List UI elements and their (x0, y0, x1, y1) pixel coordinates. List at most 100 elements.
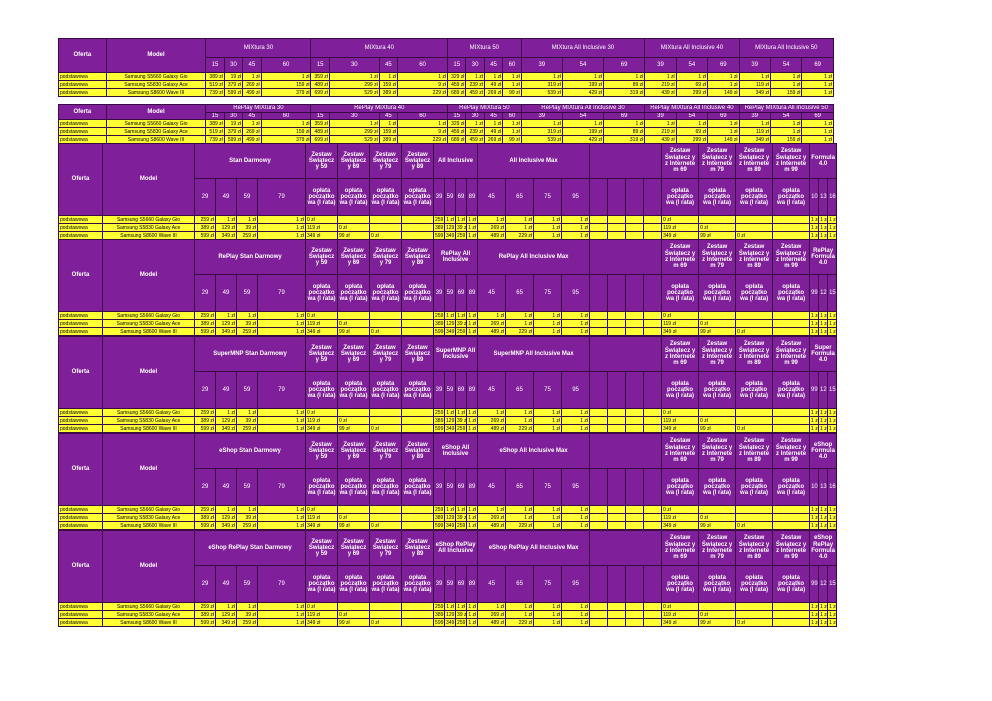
offer-header: Oferta (58, 143, 103, 216)
price-cell: 1 zł (505, 319, 535, 328)
price-cell: 99 zł (502, 88, 522, 97)
price-cell: 1 zł (801, 119, 834, 129)
price-cell: 119 zł (305, 416, 339, 425)
empty-cell (643, 424, 663, 433)
price-cell: 269 zł (242, 80, 262, 89)
formula-column-header: 169 (827, 178, 838, 216)
price-cell: 1 zł (809, 311, 820, 320)
empty-cell (643, 602, 663, 611)
formula-column-header: 129 (818, 371, 829, 409)
formula-column-header: 99 (809, 371, 820, 409)
price-cell: 119 zł (305, 513, 338, 522)
price-cell: 99 zł (337, 424, 371, 433)
price-cell: 1 zł (520, 119, 563, 129)
empty-cell (643, 505, 663, 514)
price-cell: 1 zł (818, 513, 829, 522)
price-cell: 1 zł (257, 223, 306, 232)
price-cell: 1 zł (505, 215, 535, 224)
price-cell: 1 zł (236, 602, 258, 611)
price-cell: 1 zł (818, 521, 829, 530)
empty-cell (607, 424, 627, 433)
empty-cell (625, 311, 645, 320)
fee-header: opłata początko wa (I rata) (772, 565, 811, 603)
price-cell: 1 zł (502, 127, 522, 137)
stan-column-header: 29 (194, 178, 216, 216)
offer-type-cell: podstawowa (58, 127, 107, 137)
empty-cell (607, 215, 627, 224)
price-cell: 1 zł (466, 319, 479, 328)
internet-bundle-header: Zestaw Świątecz y z Internete m 99 (772, 433, 811, 469)
price-cell: 1 zł (809, 416, 820, 425)
model-cell: Samsung S5830 Galaxy Ace (102, 223, 195, 232)
fee-header: opłata początko wa (I rata) (305, 468, 338, 506)
price-cell: 379 zł (223, 127, 244, 137)
price-cell: 239 zł (465, 127, 485, 137)
price-cell: 499 zł (242, 88, 262, 97)
price-cell: 599 zł (194, 521, 216, 530)
model-cell: Samsung S5660 Galaxy Gio (102, 505, 195, 514)
empty-cell (625, 505, 645, 514)
price-cell: 1 zł (502, 80, 522, 89)
plan-group-header: RePlay MIXtura 40 (310, 104, 449, 113)
empty-cell (607, 327, 627, 336)
price-cell: 1 zł (533, 327, 563, 336)
empty-cell (643, 327, 663, 336)
fee-header: opłata początko wa (I rata) (735, 565, 774, 603)
fee-header: opłata początko wa (I rata) (369, 178, 402, 216)
price-cell: 119 zł (661, 319, 700, 328)
bundle-header: Zestaw Świątecz y 59 (305, 239, 339, 275)
inclusive-column-header: 69 (455, 178, 467, 216)
inclusive-column-header: 59 (444, 274, 457, 312)
plan-group-header: MIXtura All Inclusive 30 (520, 38, 646, 58)
empty-header (643, 468, 663, 506)
price-cell: 599 zł (194, 327, 216, 336)
price-cell: 1 zł (827, 319, 838, 328)
mixtura-block: Oferta Model MIXtura 30 MIXtura 40 MIXtura 5… (58, 38, 835, 97)
plan-column-header: 30 (223, 111, 244, 121)
price-cell: 1 zł (675, 72, 709, 81)
stan-column-header: 59 (236, 274, 258, 312)
empty-header (607, 371, 627, 409)
price-cell: 1 zł (533, 618, 563, 627)
price-cell: 129 zł (444, 416, 457, 425)
price-cell: 1 zł (561, 215, 591, 224)
price-cell: 599 zł (433, 327, 446, 336)
price-cell (772, 602, 811, 611)
inclusive-column-header: 89 (466, 274, 479, 312)
price-cell: 1 zł (215, 602, 237, 611)
model-header: Model (102, 530, 195, 603)
plan-column-header: 45 (242, 111, 262, 121)
model-cell: Samsung S5660 Galaxy Gio (102, 311, 195, 320)
fee-header: opłata początko wa (I rata) (369, 274, 403, 312)
price-cell: 99 zł (337, 618, 371, 627)
price-cell: 349 zł (305, 327, 339, 336)
plan-column-header: 39 (644, 111, 677, 121)
price-cell: 1 zł (465, 521, 479, 530)
price-cell: 259 zł (433, 311, 446, 320)
max-column-header: 75 (533, 274, 563, 312)
price-cell (735, 311, 774, 320)
price-cell: 349 zł (444, 618, 457, 627)
formula-column-header: 109 (809, 178, 820, 216)
internet-bundle-header: Zestaw Świątecz y z Internete m 69 (661, 530, 700, 566)
fee-header: opłata początko wa (I rata) (735, 178, 774, 216)
max-column-header: 95 (561, 178, 591, 216)
plan-column-header: 45 (378, 57, 399, 73)
offer-type-cell: podstawowa (58, 319, 103, 328)
price-cell (401, 521, 434, 530)
price-cell: 1 zł (827, 424, 838, 433)
price-cell: 1 zł (561, 72, 605, 81)
internet-bundle-header: Zestaw Świątecz y z Internete m 69 (661, 336, 700, 372)
price-cell: 259 zł (194, 408, 216, 417)
bundle-header: Zestaw Świątecz y 69 (337, 530, 371, 566)
price-cell: 489 zł (477, 327, 507, 336)
bundle-header: Zestaw Świątecz y 69 (337, 239, 371, 275)
empty-cell (643, 311, 663, 320)
formula-column-header: 99 (809, 565, 820, 603)
price-cell: 259 zł (236, 521, 258, 530)
price-cell: 1 zł (397, 72, 449, 81)
plan-column-header: 30 (465, 57, 485, 73)
plan-column-header: 60 (397, 111, 449, 121)
model-cell: Samsung S5830 Galaxy Ace (102, 513, 195, 522)
plan-group-header: MIXtura 30 (205, 38, 312, 58)
